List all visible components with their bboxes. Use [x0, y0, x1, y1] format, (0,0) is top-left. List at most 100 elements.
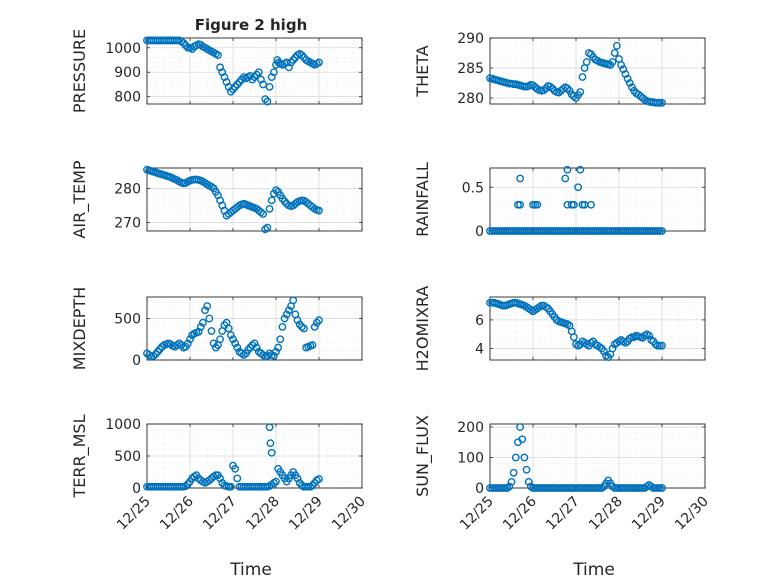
data-point [198, 318, 207, 327]
x-tick-label: 12/26 [500, 493, 540, 533]
data-point [505, 482, 514, 491]
data-point [254, 68, 263, 77]
subplot-5: 0 500 MIXDEPTH [70, 287, 363, 370]
data-point [231, 464, 240, 473]
data-point [233, 474, 242, 483]
y-tick-label: 0 [475, 224, 484, 240]
data-point [524, 478, 533, 486]
y-axis-label: THETA [413, 45, 432, 97]
data-point [293, 474, 302, 483]
data-point [658, 98, 666, 107]
y-tick-label: 100 [457, 451, 484, 467]
data-point [205, 476, 214, 485]
data-point [293, 316, 302, 325]
data-point [658, 484, 666, 492]
data-point [257, 208, 265, 217]
subplot-6: 4 6 H2OMIXRA [413, 286, 706, 371]
data-point [518, 435, 527, 444]
data-point [203, 302, 212, 311]
data-point [658, 227, 666, 235]
y-axis-label: TERR_MSL [70, 414, 90, 498]
x-tick-label: 12/25 [114, 494, 154, 534]
y-tick-label: 0 [475, 481, 484, 497]
data-point [269, 68, 278, 77]
data-point [263, 223, 272, 232]
y-tick-label: 0 [132, 353, 141, 369]
y-tick-label: 280 [114, 181, 141, 197]
data-point [265, 82, 274, 91]
data-point [233, 343, 242, 352]
y-axis-label: AIR_TEMP [70, 160, 90, 238]
y-tick-label: 280 [457, 91, 484, 107]
data-point [610, 49, 619, 57]
x-tick-label: 12/27 [543, 494, 583, 534]
axes-box [489, 167, 706, 232]
data-point [658, 341, 666, 350]
data-point [216, 335, 225, 344]
x-tick-label: 12/27 [200, 494, 240, 534]
data-point [214, 51, 222, 60]
data-point [578, 73, 587, 81]
y-tick-label: 6 [475, 313, 484, 329]
data-point [207, 182, 216, 191]
data-point [310, 322, 319, 331]
data-point [284, 306, 293, 315]
data-point [205, 314, 214, 323]
axes-box [146, 37, 363, 105]
y-tick-label: 900 [114, 65, 141, 81]
data-point [587, 200, 595, 209]
data-point [300, 324, 308, 333]
data-point [600, 347, 608, 356]
data-point [608, 344, 617, 353]
data-point [576, 88, 585, 96]
data-point [259, 80, 267, 89]
y-axis-label: SUN_FLUX [413, 415, 433, 497]
axes-box [489, 423, 706, 489]
data-point [520, 453, 529, 462]
y-tick-label: 500 [114, 312, 141, 328]
x-tick-label: 12/25 [457, 494, 497, 534]
x-tick-label: 12/30 [329, 494, 369, 534]
data-point [574, 183, 583, 192]
data-point [623, 74, 632, 83]
data-point [265, 423, 274, 432]
x-tick-label: 12/26 [157, 493, 197, 533]
y-tick-label: 800 [114, 90, 141, 106]
y-axis-label: MIXDEPTH [70, 287, 89, 370]
data-point [267, 196, 276, 205]
x-tick-label: 12/29 [286, 494, 326, 534]
x-tick-label: 12/28 [586, 494, 626, 534]
data-point [511, 453, 520, 462]
data-point [315, 475, 323, 483]
subplot-2: 280 285 290 THETA [413, 31, 706, 107]
y-axis-label: PRESSURE [70, 29, 89, 113]
y-tick-label: 0 [132, 481, 141, 497]
y-tick-label: 1000 [105, 417, 141, 433]
x-axis-label-right: Time [572, 560, 615, 580]
data-point [231, 339, 240, 348]
data-point [522, 465, 531, 474]
data-point [274, 343, 283, 352]
data-point [183, 339, 192, 348]
axes-box [146, 167, 363, 232]
data-point [269, 351, 278, 360]
data-point [186, 335, 194, 344]
data-point [267, 448, 276, 457]
data-point [315, 206, 323, 215]
data-point [207, 327, 216, 335]
data-point [181, 482, 190, 490]
axes-box [489, 296, 706, 361]
data-point [278, 322, 287, 331]
subplot-1: 800 900 1000 PRESSURE [70, 29, 363, 113]
y-tick-label: 4 [475, 342, 484, 358]
y-tick-label: 1000 [105, 41, 141, 57]
y-tick-label: 285 [457, 61, 484, 77]
data-point [582, 58, 591, 66]
data-point [265, 204, 274, 213]
data-point [266, 439, 275, 448]
y-tick-label: 500 [114, 449, 141, 465]
data-point [226, 331, 235, 340]
data-point [608, 58, 617, 66]
axes-box [489, 37, 706, 105]
